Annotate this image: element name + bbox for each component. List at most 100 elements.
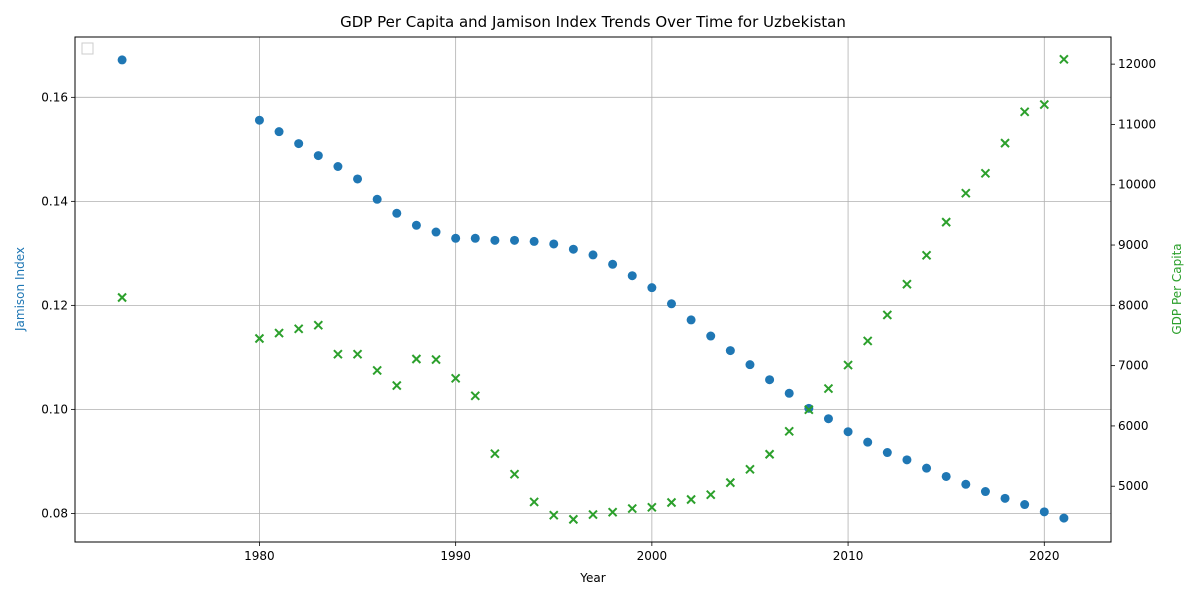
gdp-per-capita-point [509, 469, 520, 479]
gdp-marker-stroke [823, 383, 834, 394]
jamison-index-point [411, 220, 421, 230]
gdp-per-capita-point [941, 217, 951, 227]
gdp-marker-stroke [450, 373, 461, 383]
jamison-index-point [568, 244, 578, 254]
gdp-marker-stroke [1059, 54, 1069, 65]
gdp-per-capita-point [666, 497, 677, 508]
gdp-marker-stroke [706, 489, 716, 500]
x-axis-label: Year [579, 571, 605, 585]
gdp-marker-stroke [686, 494, 696, 505]
axes: 1980 1990 2000 2010 2020 0.08 0.10 0.12 0.14 0.16… [41, 57, 1156, 563]
jamison-index-point [451, 233, 461, 243]
gdp-per-capita-point [1039, 99, 1049, 110]
x-tick-label: 1990 [440, 549, 471, 563]
jamison-index-point [863, 437, 873, 447]
jamison-index-point [647, 283, 657, 293]
gdp-per-capita-point [1059, 54, 1069, 65]
jamison-index-point [1000, 493, 1010, 503]
jamison-index-point [823, 414, 833, 424]
gdp-per-capita-point [392, 380, 402, 391]
gdp-per-capita-point [529, 497, 539, 507]
gdp-marker-stroke [117, 292, 127, 303]
jamison-index-point [961, 479, 971, 489]
gdp-per-capita-point [490, 448, 500, 459]
gdp-marker-stroke [784, 426, 794, 437]
gdp-marker-stroke [431, 354, 441, 365]
y-right-tick-label: 10000 [1118, 178, 1156, 192]
jamison-index-point [941, 471, 951, 481]
jamison-index-point [529, 236, 539, 246]
y-right-tick-label: 7000 [1118, 359, 1149, 373]
y-left-tick-label: 0.14 [41, 194, 68, 208]
y-axis-right-label: GDP Per Capita [1170, 243, 1184, 334]
gdp-marker-stroke [1000, 138, 1010, 148]
gdp-per-capita-point [1000, 138, 1010, 148]
y-right-tick-label: 8000 [1118, 298, 1149, 312]
gdp-per-capita-point [882, 310, 893, 320]
gdp-per-capita-point [706, 489, 716, 500]
gdp-marker-stroke [1019, 107, 1030, 117]
jamison-index-point [1039, 507, 1049, 517]
y-right-tick-label: 11000 [1118, 117, 1156, 131]
jamison-index-point [765, 375, 775, 385]
gdp-marker-stroke [961, 188, 971, 198]
y-left-tick-label: 0.16 [41, 90, 68, 104]
gdp-per-capita-point [117, 292, 127, 303]
jamison-index-point [372, 194, 382, 204]
gdp-marker-stroke [607, 507, 618, 517]
jamison-index-point [627, 271, 637, 281]
gdp-per-capita-point [686, 494, 696, 505]
gdp-per-capita-point [431, 354, 441, 365]
gdp-marker-stroke [902, 279, 912, 289]
gdp-marker-stroke [333, 349, 343, 359]
jamison-index-point [980, 487, 990, 497]
gdp-per-capita-point [411, 354, 422, 364]
gdp-marker-stroke [843, 360, 853, 370]
gdp-marker-stroke [862, 336, 873, 346]
jamison-index-point [608, 259, 618, 269]
gdp-marker-stroke [941, 217, 951, 227]
gdp-marker-stroke [627, 503, 637, 514]
y-right-tick-label: 9000 [1118, 238, 1149, 252]
gdp-per-capita-point [254, 333, 265, 344]
gdp-marker-stroke [352, 349, 363, 359]
gdp-per-capita-point [293, 324, 304, 334]
gdp-per-capita-point [549, 510, 559, 520]
jamison-index-point [882, 448, 892, 458]
jamison-index-point [294, 139, 304, 149]
gdp-marker-stroke [745, 464, 755, 475]
gdp-per-capita-point [902, 279, 912, 289]
gdp-marker-stroke [529, 497, 539, 507]
gdp-marker-stroke [549, 510, 559, 520]
gdp-per-capita-point [804, 404, 814, 415]
gdp-per-capita-point [1019, 107, 1030, 117]
chart-title: GDP Per Capita and Jamison Index Trends … [340, 13, 846, 31]
legend-box [81, 42, 94, 55]
jamison-index-point [922, 463, 932, 473]
gdp-per-capita-point [843, 360, 853, 370]
jamison-index-point [725, 346, 735, 356]
gdp-marker-stroke [274, 328, 284, 338]
gdp-per-capita-point [921, 250, 932, 260]
jamison-index-point [470, 233, 480, 243]
gdp-marker-stroke [313, 320, 324, 330]
jamison-index-point [686, 315, 696, 325]
gdp-marker-stroke [470, 391, 480, 401]
gdp-per-capita-point [313, 320, 324, 330]
gdp-per-capita-point [725, 477, 736, 488]
gdp-marker-stroke [804, 404, 814, 415]
gdp-marker-stroke [764, 449, 775, 459]
y-right-tick-label: 6000 [1118, 419, 1149, 433]
y-right-tick-label: 5000 [1118, 479, 1149, 493]
gdp-marker-stroke [254, 333, 265, 344]
jamison-index-point [549, 239, 559, 249]
gdp-per-capita-point [470, 391, 480, 401]
jamison-index-point [706, 331, 716, 341]
data-marks [117, 54, 1069, 525]
jamison-index-point [353, 174, 363, 184]
y-axis-left-label: Jamison Index [13, 247, 27, 332]
jamison-index-point [588, 250, 598, 260]
jamison-index-point [1020, 500, 1030, 510]
jamison-index-point [510, 235, 520, 245]
